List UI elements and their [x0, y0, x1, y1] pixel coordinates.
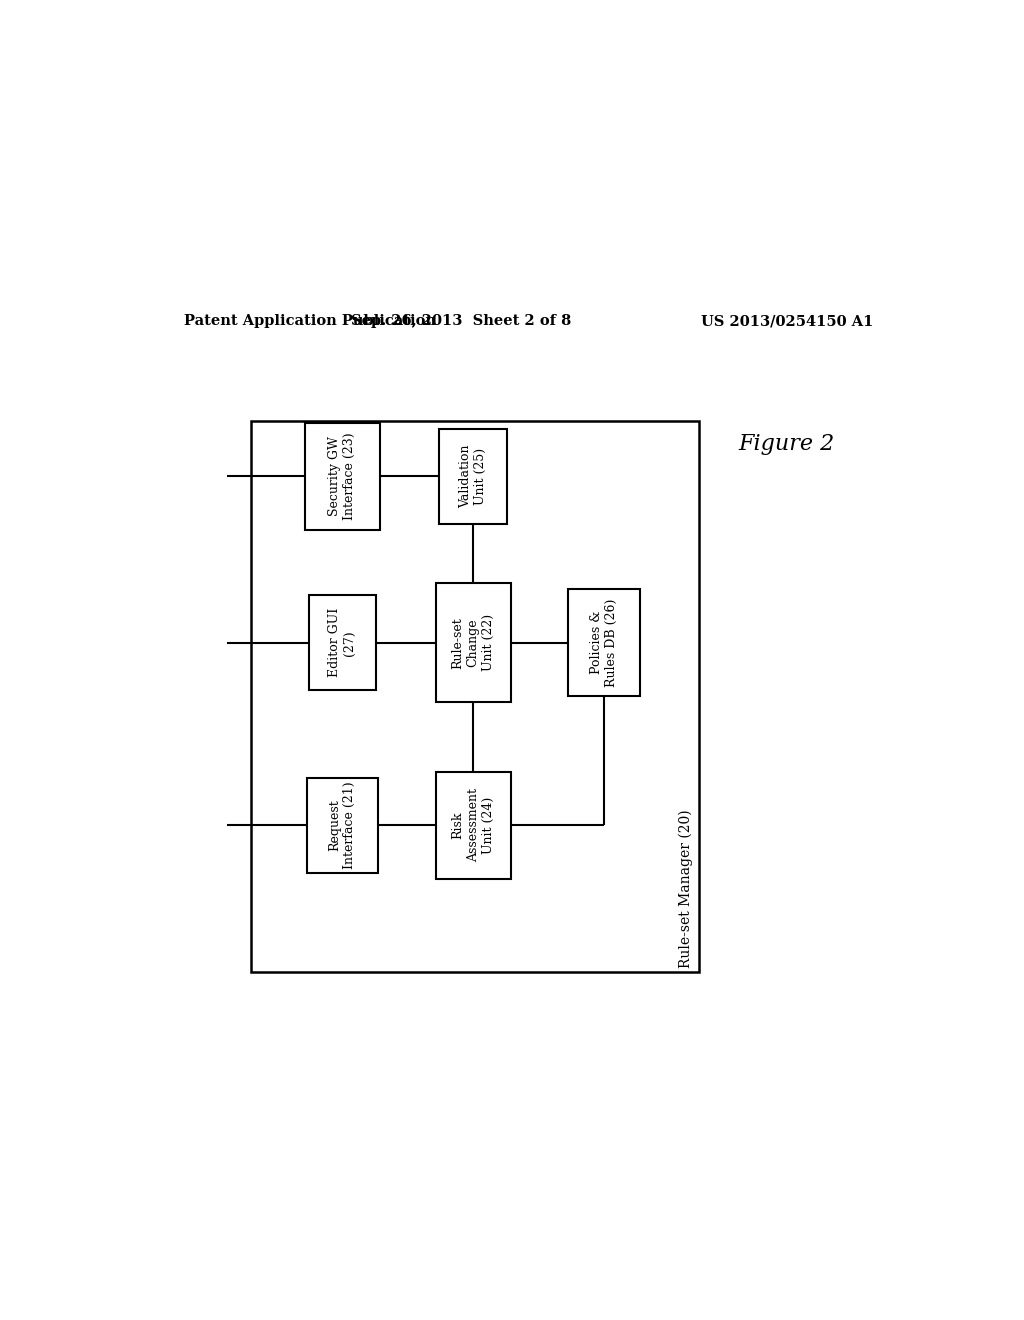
- Bar: [306, 777, 378, 873]
- Bar: [304, 422, 380, 529]
- Text: Rule-set Manager (20): Rule-set Manager (20): [679, 809, 693, 968]
- Bar: [251, 421, 699, 972]
- Text: Figure 2: Figure 2: [738, 433, 835, 455]
- Text: Risk
Assessment
Unit (24): Risk Assessment Unit (24): [452, 788, 495, 862]
- Text: Editor GUI
(27): Editor GUI (27): [329, 609, 356, 677]
- Text: Sep. 26, 2013  Sheet 2 of 8: Sep. 26, 2013 Sheet 2 of 8: [351, 314, 571, 329]
- Text: US 2013/0254150 A1: US 2013/0254150 A1: [700, 314, 872, 329]
- Text: Request
Interface (21): Request Interface (21): [329, 781, 356, 869]
- Text: Security GW
Interface (23): Security GW Interface (23): [329, 433, 356, 520]
- Bar: [435, 583, 511, 702]
- Bar: [439, 429, 507, 524]
- Text: Policies &
Rules DB (26): Policies & Rules DB (26): [590, 598, 618, 686]
- Text: Rule-set
Change
Unit (22): Rule-set Change Unit (22): [452, 614, 495, 672]
- Text: Patent Application Publication: Patent Application Publication: [183, 314, 435, 329]
- Bar: [435, 772, 511, 879]
- Text: Validation
Unit (25): Validation Unit (25): [459, 445, 487, 508]
- Bar: [308, 595, 376, 690]
- Bar: [568, 589, 640, 697]
